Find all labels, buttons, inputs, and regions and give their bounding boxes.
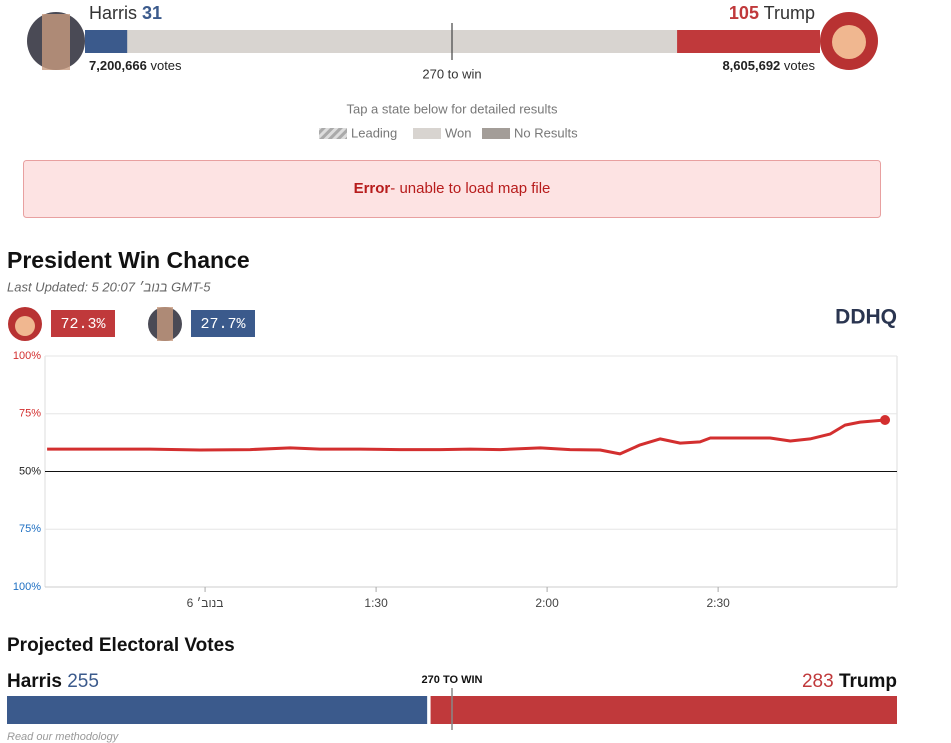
- trump-bar: [677, 30, 820, 53]
- y-tick-label: 75%: [19, 408, 41, 420]
- trump-name: Trump: [839, 671, 897, 692]
- harris-name: Harris: [89, 3, 137, 23]
- trump-avatar-face: [832, 25, 866, 59]
- y-tick-label: 50%: [19, 465, 41, 477]
- votes-unit: votes: [150, 58, 182, 73]
- harris-chance: 27.7%: [200, 316, 246, 333]
- chart-title: President Win Chance: [7, 247, 250, 273]
- legend-swatch: [319, 128, 347, 139]
- error-box: [23, 160, 881, 218]
- trump-avatar-face: [15, 316, 35, 336]
- summary: Harris 31 105 Trump 7,200,666 votes 8,60…: [27, 3, 878, 81]
- end-point: [880, 414, 891, 425]
- trump-projection: 283 Trump: [802, 671, 897, 692]
- harris-projection-bar: [7, 696, 428, 724]
- legend-hint: Tap a state below for detailed results: [346, 101, 558, 116]
- harris-vote-count: 7,200,666: [89, 58, 147, 73]
- x-tick-label: 6 בנוב׳: [187, 596, 224, 610]
- harris-projection: Harris 255: [7, 671, 99, 692]
- logo: DDHQ: [835, 306, 897, 329]
- threshold-label: 270 to win: [422, 66, 481, 81]
- error-text: Error- unable to load map file: [354, 180, 551, 197]
- error-title: Error: [354, 180, 391, 197]
- votes-unit: votes: [784, 58, 816, 73]
- legend-swatch: [413, 128, 441, 139]
- legend-item: Leading: [351, 125, 397, 140]
- harris-avatar-face: [42, 14, 70, 70]
- methodology-link[interactable]: Read our methodology: [7, 731, 120, 743]
- harris-avatar-face: [157, 307, 173, 341]
- harris-projected-ev: 255: [67, 671, 99, 692]
- projection-title: Projected Electoral Votes: [7, 635, 235, 656]
- plot-area: 100% 75% 50% 75% 100% 6 בנוב׳ 1:30 2:00 2:30: [13, 350, 898, 610]
- harris-votes: 7,200,666 votes: [89, 58, 182, 73]
- projection-threshold: 270 TO WIN: [422, 674, 483, 686]
- legend-swatch: [482, 128, 510, 139]
- trump-name: Trump: [764, 3, 815, 23]
- error-message: - unable to load map file: [390, 180, 550, 197]
- x-tick-label: 1:30: [364, 596, 388, 610]
- trump-votes: 8,605,692 votes: [722, 58, 815, 73]
- harris-label: Harris 31: [89, 3, 162, 23]
- trump-chance: 72.3%: [60, 316, 106, 333]
- y-tick-label: 75%: [19, 523, 41, 535]
- legend-item: No Results: [514, 125, 578, 140]
- x-tick-label: 2:00: [535, 596, 559, 610]
- trump-label: 105 Trump: [729, 3, 815, 23]
- harris-bar: [85, 30, 128, 53]
- chart-subtitle: Last Updated: 5 בנוב׳ 20:07 GMT-5: [7, 279, 211, 294]
- trump-vote-count: 8,605,692: [722, 58, 780, 73]
- x-tick-label: 2:30: [706, 596, 730, 610]
- harris-name: Harris: [7, 671, 62, 692]
- y-tick-label: 100%: [13, 581, 41, 593]
- trump-projection-bar: [430, 696, 897, 724]
- projection-bar: [7, 688, 897, 730]
- trump-projected-ev: 283: [802, 671, 834, 692]
- trump-ev: 105: [729, 3, 759, 23]
- win-chance-line: [47, 418, 886, 456]
- trump-badge: [51, 310, 115, 337]
- harris-badge: [191, 310, 255, 337]
- legend-item: Won: [445, 125, 472, 140]
- y-tick-label: 100%: [13, 350, 41, 362]
- harris-ev: 31: [142, 3, 162, 23]
